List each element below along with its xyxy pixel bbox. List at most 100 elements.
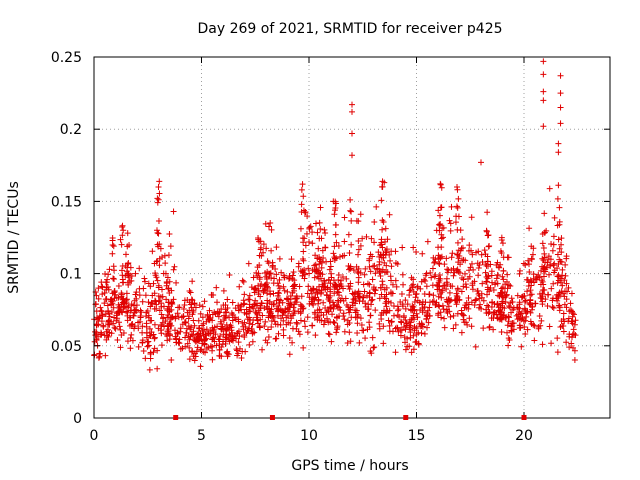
data-point — [276, 285, 283, 292]
data-point — [268, 247, 275, 254]
data-point — [312, 310, 319, 317]
data-point — [102, 311, 109, 318]
data-point — [461, 319, 468, 326]
data-point — [191, 337, 198, 344]
data-point — [550, 280, 557, 287]
data-point — [550, 241, 557, 248]
data-point — [184, 309, 191, 316]
data-point — [126, 314, 133, 321]
data-point — [274, 292, 281, 299]
data-point — [298, 201, 305, 208]
data-point — [378, 197, 385, 204]
data-point — [166, 308, 173, 315]
data-point — [541, 229, 548, 236]
data-point — [175, 314, 182, 321]
data-point — [238, 306, 245, 313]
data-point — [437, 204, 444, 211]
data-point — [285, 319, 292, 326]
data-point — [113, 317, 120, 324]
data-point — [559, 266, 566, 273]
data-point — [432, 272, 439, 279]
data-point — [529, 303, 536, 310]
data-point — [367, 251, 374, 258]
x-tick-label: 5 — [197, 428, 206, 444]
data-point — [314, 307, 321, 314]
data-point — [284, 288, 291, 295]
data-point — [98, 307, 105, 314]
data-point — [494, 280, 501, 287]
data-point — [347, 280, 354, 287]
data-point — [314, 267, 321, 274]
data-point — [109, 250, 116, 257]
data-point — [438, 235, 445, 242]
data-point — [301, 318, 308, 325]
data-point — [448, 203, 455, 210]
data-point — [533, 274, 540, 281]
data-point — [177, 325, 184, 332]
data-point — [394, 303, 401, 310]
data-point — [536, 313, 543, 320]
data-point — [484, 302, 491, 309]
data-point — [135, 343, 142, 350]
data-point — [460, 276, 467, 283]
data-point — [426, 304, 433, 311]
data-point — [173, 336, 180, 343]
data-point — [302, 242, 309, 249]
data-point — [524, 288, 531, 295]
data-point — [111, 324, 118, 331]
data-point — [527, 309, 534, 316]
data-point — [224, 296, 231, 303]
data-point — [233, 335, 240, 342]
data-point — [484, 209, 491, 216]
data-point — [423, 324, 430, 331]
data-point — [560, 310, 567, 317]
data-point — [540, 273, 547, 280]
data-point — [156, 190, 163, 197]
data-point — [270, 301, 277, 308]
data-point — [528, 278, 535, 285]
data-point — [158, 303, 165, 310]
data-point — [226, 314, 233, 321]
data-point — [312, 220, 319, 227]
data-point — [561, 293, 568, 300]
data-point — [327, 280, 334, 287]
data-point — [128, 331, 135, 338]
data-point — [551, 260, 558, 267]
data-point — [528, 306, 535, 313]
data-point — [338, 295, 345, 302]
data-point — [117, 326, 124, 333]
data-point — [486, 308, 493, 315]
data-point — [238, 355, 245, 362]
data-point — [229, 299, 236, 306]
data-point — [489, 299, 496, 306]
data-point — [422, 278, 429, 285]
data-point — [92, 301, 99, 308]
data-point — [166, 230, 173, 237]
data-point — [303, 230, 310, 237]
data-point — [246, 314, 253, 321]
data-point — [504, 322, 511, 329]
data-point — [450, 325, 457, 332]
data-point — [397, 332, 404, 339]
data-point — [436, 303, 443, 310]
data-point — [334, 303, 341, 310]
data-point — [457, 227, 464, 234]
data-point — [258, 299, 265, 306]
data-point — [371, 344, 378, 351]
data-point — [387, 289, 394, 296]
data-point — [556, 245, 563, 252]
data-point — [197, 347, 204, 354]
data-point — [118, 241, 125, 248]
data-point — [197, 363, 204, 370]
data-point — [549, 247, 556, 254]
data-point — [182, 334, 189, 341]
data-point — [563, 255, 570, 262]
data-point — [441, 324, 448, 331]
data-point — [142, 355, 149, 362]
data-point — [463, 284, 470, 291]
data-point — [307, 223, 314, 230]
data-point — [114, 336, 121, 343]
data-point — [163, 296, 170, 303]
data-point — [136, 292, 143, 299]
data-point — [498, 234, 505, 241]
